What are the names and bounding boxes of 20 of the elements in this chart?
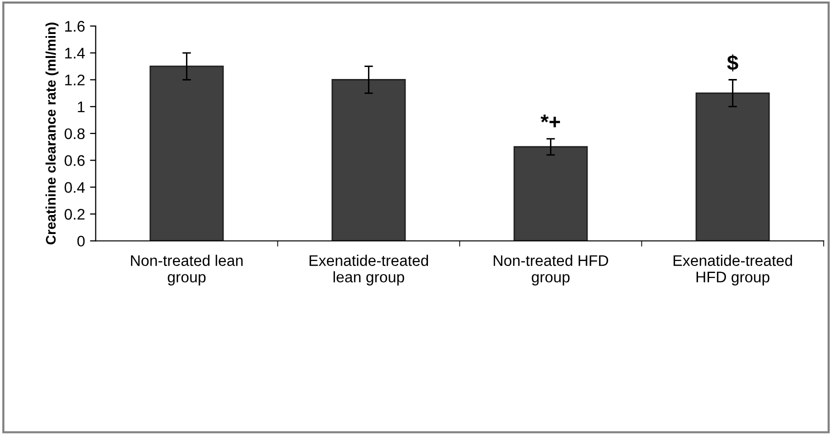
y-tick-label: 1.6 — [65, 20, 85, 32]
y-tick-label: 1 — [78, 102, 85, 112]
annotation: *+ — [540, 114, 560, 128]
bar — [332, 79, 406, 241]
y-tick-label: 0.8 — [64, 128, 85, 140]
y-tick-label: 0.6 — [64, 155, 85, 166]
x-tick-label: Exenatide-treated lean group — [310, 254, 428, 286]
x-tick-label: Exenatide-treated HFD group — [674, 254, 792, 286]
bar — [696, 92, 770, 241]
y-tick-label: 0.2 — [64, 208, 84, 220]
bar — [150, 66, 224, 241]
y-tick-label: 1.2 — [65, 74, 84, 86]
y-axis-title: Creatinine clearance rate (ml/min) — [46, 22, 58, 244]
x-tick-label: Non-treated HFD group — [494, 254, 608, 286]
x-tick-label: Non-treated lean group — [131, 254, 243, 286]
y-tick-label: 0.4 — [64, 182, 85, 193]
y-tick-label: 1.4 — [65, 48, 85, 58]
y-tick-label: 0 — [77, 236, 85, 247]
bar — [514, 146, 588, 241]
annotation: $ — [727, 54, 738, 72]
